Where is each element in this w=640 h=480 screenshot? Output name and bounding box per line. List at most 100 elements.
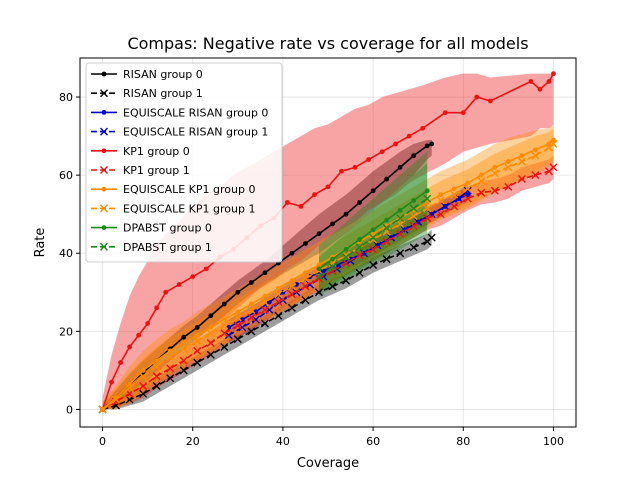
- marker-kp1-group-0: [285, 200, 290, 205]
- marker-equiscale-kp1-group-0: [546, 141, 552, 147]
- marker-kp1-group-0: [474, 94, 480, 100]
- marker-risan-group-1: [369, 260, 378, 269]
- marker-equiscale-kp1-group-0: [208, 325, 214, 330]
- legend-label: RISAN group 0: [123, 68, 203, 81]
- marker-equiscale-kp1-group-0: [181, 340, 187, 346]
- marker-kp1-group-0: [109, 379, 114, 385]
- marker-risan-group-0: [397, 164, 403, 170]
- marker-equiscale-kp1-group-1: [423, 204, 432, 213]
- legend-entry: DPABST group 0: [91, 222, 212, 235]
- legend-label: EQUISCALE RISAN group 1: [123, 126, 268, 139]
- marker-kp1-group-0: [420, 125, 426, 131]
- marker-kp1-group-1: [287, 290, 296, 299]
- marker-equiscale-risan-group-1: [238, 323, 247, 332]
- marker-kp1-group-1: [517, 175, 526, 184]
- marker-dpabst-group-0: [316, 266, 322, 272]
- marker-equiscale-kp1-group-1: [287, 282, 296, 291]
- marker-risan-group-1: [427, 233, 436, 242]
- marker-kp1-group-1: [396, 229, 405, 238]
- marker-risan-group-0: [303, 241, 308, 246]
- marker-risan-group-0: [181, 334, 187, 340]
- marker-risan-group-1: [301, 296, 310, 305]
- line-risan-group-1: [102, 237, 433, 411]
- marker-equiscale-kp1-group-0: [194, 332, 200, 338]
- line-kp1-group-1: [102, 166, 554, 411]
- y-tick-label: 80: [59, 91, 73, 104]
- marker-equiscale-risan-group-1: [251, 315, 260, 324]
- marker-equiscale-kp1-group-1: [220, 321, 229, 330]
- marker-equiscale-kp1-group-0: [127, 381, 132, 387]
- marker-equiscale-kp1-group-1: [504, 163, 513, 172]
- marker-equiscale-kp1-group-1: [260, 298, 269, 307]
- marker-kp1-group-0: [379, 149, 385, 155]
- marker-dpabst-group-1: [396, 214, 405, 223]
- axis-ticks: 0 20 40 60 80 100 0 20 40 60 80: [59, 91, 564, 448]
- marker-risan-group-1: [287, 303, 296, 312]
- marker-kp1-group-0: [406, 133, 412, 139]
- marker-kp1-group-0: [176, 282, 182, 287]
- marker-risan-group-1: [274, 311, 283, 320]
- legend-marker: [101, 71, 107, 77]
- legend-entry: EQUISCALE RISAN group 0: [91, 106, 268, 119]
- marker-equiscale-kp1-group-0: [551, 137, 556, 143]
- legend-marker: [100, 204, 108, 213]
- marker-dpabst-group-1: [369, 233, 378, 242]
- x-tick-label: 20: [186, 435, 200, 448]
- marker-kp1-group-1: [463, 194, 472, 203]
- marker-risan-group-0: [424, 143, 430, 149]
- marker-risan-group-1: [206, 350, 215, 359]
- marker-kp1-group-0: [487, 98, 493, 104]
- marker-equiscale-kp1-group-0: [438, 192, 444, 198]
- marker-risan-group-0: [194, 325, 200, 330]
- marker-kp1-group-0: [163, 289, 169, 295]
- marker-dpabst-group-0: [424, 188, 430, 194]
- marker-equiscale-kp1-group-1: [490, 169, 499, 178]
- marker-dpabst-group-0: [411, 198, 417, 203]
- marker-risan-group-0: [330, 221, 335, 227]
- y-tick-label: 0: [66, 403, 73, 416]
- marker-risan-group-1: [382, 255, 391, 264]
- marker-kp1-group-0: [298, 203, 304, 209]
- marker-kp1-group-1: [314, 274, 323, 283]
- legend-marker: [101, 186, 107, 192]
- marker-equiscale-kp1-group-1: [179, 344, 188, 353]
- legend-label: EQUISCALE KP1 group 0: [123, 183, 255, 196]
- legend-marker: [100, 166, 108, 174]
- marker-risan-group-1: [166, 374, 175, 383]
- marker-kp1-group-0: [312, 192, 317, 198]
- marker-kp1-group-0: [366, 157, 371, 162]
- marker-equiscale-kp1-group-1: [166, 352, 175, 361]
- marker-equiscale-kp1-group-0: [424, 200, 430, 205]
- marker-equiscale-kp1-group-1: [233, 313, 242, 322]
- marker-equiscale-kp1-group-1: [396, 219, 405, 228]
- marker-kp1-group-1: [355, 251, 364, 260]
- marker-risan-group-1: [355, 268, 364, 277]
- marker-dpabst-group-1: [328, 262, 337, 271]
- marker-equiscale-kp1-group-0: [303, 270, 308, 276]
- y-tick-label: 40: [59, 247, 73, 260]
- marker-kp1-group-1: [179, 356, 188, 365]
- marker-equiscale-kp1-group-1: [193, 337, 202, 346]
- marker-equiscale-kp1-group-0: [519, 153, 525, 159]
- marker-kp1-group-1: [450, 202, 459, 211]
- legend-entry: DPABST group 1: [91, 241, 212, 254]
- marker-kp1-group-1: [490, 186, 499, 195]
- marker-equiscale-kp1-group-1: [517, 157, 526, 166]
- marker-equiscale-kp1-group-0: [465, 180, 471, 186]
- marker-dpabst-group-0: [370, 227, 376, 233]
- marker-kp1-group-0: [145, 321, 151, 326]
- marker-kp1-group-0: [127, 344, 132, 350]
- marker-equiscale-kp1-group-1: [206, 329, 215, 338]
- legend-label: EQUISCALE RISAN group 0: [123, 106, 268, 119]
- marker-dpabst-group-0: [357, 237, 362, 242]
- marker-kp1-group-1: [301, 282, 310, 291]
- marker-risan-group-1: [233, 335, 242, 344]
- marker-equiscale-risan-group-1: [441, 202, 450, 211]
- series-lines: [98, 71, 558, 414]
- marker-kp1-group-1: [549, 163, 558, 172]
- x-tick-label: 0: [99, 435, 106, 448]
- legend-entry: EQUISCALE KP1 group 1: [91, 202, 255, 215]
- marker-equiscale-kp1-group-0: [221, 317, 227, 323]
- marker-kp1-group-0: [442, 110, 448, 116]
- marker-kp1-group-1: [193, 346, 202, 355]
